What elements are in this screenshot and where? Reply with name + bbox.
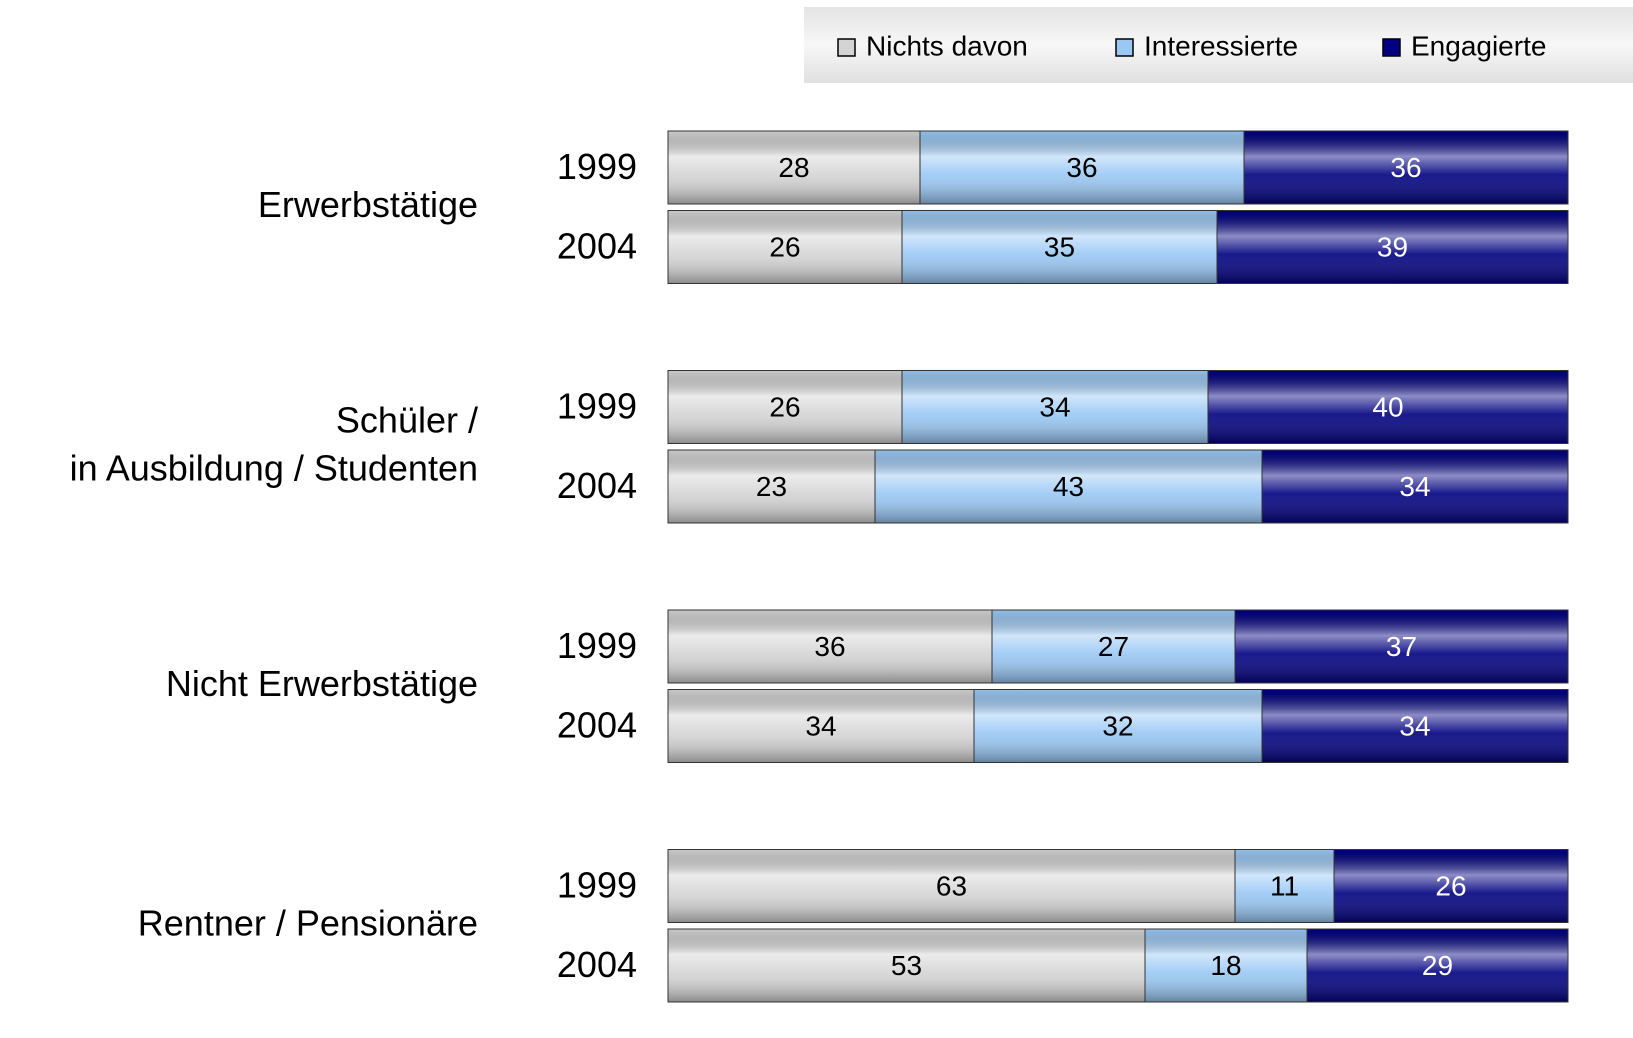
y-tick-label: 2004 bbox=[557, 944, 637, 985]
value-label: 26 bbox=[769, 391, 800, 422]
value-label: 27 bbox=[1098, 631, 1129, 662]
bar-shine bbox=[874, 449, 1263, 524]
value-label: 34 bbox=[1399, 710, 1430, 741]
bar-shine bbox=[991, 609, 1236, 684]
y-tick-label: 1999 bbox=[557, 865, 637, 906]
y-tick-label: 2004 bbox=[557, 465, 637, 506]
value-label: 34 bbox=[1039, 391, 1070, 422]
bar-shine bbox=[667, 130, 921, 205]
y-tick-label: 1999 bbox=[557, 386, 637, 427]
value-label: 29 bbox=[1422, 950, 1453, 981]
group-label: Schüler / bbox=[336, 399, 478, 440]
bar-shine bbox=[1243, 130, 1569, 205]
legend-swatch bbox=[837, 38, 856, 57]
group-label: Nicht Erwerbstätige bbox=[166, 663, 478, 704]
bar-shine bbox=[667, 609, 993, 684]
value-label: 23 bbox=[756, 471, 787, 502]
y-tick-label: 1999 bbox=[557, 625, 637, 666]
bar-shine bbox=[973, 689, 1263, 763]
bar-shine bbox=[667, 210, 903, 284]
y-tick-label: 2004 bbox=[557, 705, 637, 746]
value-label: 36 bbox=[1066, 152, 1097, 183]
value-label: 63 bbox=[936, 870, 967, 901]
y-tick-label: 1999 bbox=[557, 146, 637, 187]
legend-swatch bbox=[1382, 38, 1401, 57]
value-label: 26 bbox=[769, 231, 800, 262]
group-label: Erwerbstätige bbox=[258, 184, 478, 225]
value-label: 34 bbox=[805, 710, 836, 741]
bar-shine bbox=[1333, 849, 1569, 923]
bar-shine bbox=[1234, 609, 1569, 684]
value-label: 18 bbox=[1210, 950, 1241, 981]
bar-shine bbox=[667, 849, 1236, 923]
bar-shine bbox=[1306, 928, 1569, 1003]
value-label: 11 bbox=[1270, 870, 1299, 901]
value-label: 34 bbox=[1399, 471, 1430, 502]
bar-shine bbox=[1234, 849, 1335, 923]
value-label: 37 bbox=[1386, 631, 1417, 662]
value-label: 36 bbox=[814, 631, 845, 662]
value-label: 35 bbox=[1044, 231, 1075, 262]
value-label: 36 bbox=[1390, 152, 1421, 183]
bar-shine bbox=[901, 370, 1209, 444]
y-tick-label: 2004 bbox=[557, 226, 637, 267]
value-label: 28 bbox=[778, 152, 809, 183]
group-label: Rentner / Pensionäre bbox=[138, 902, 478, 943]
legend-label: Engagierte bbox=[1411, 30, 1546, 61]
legend-box bbox=[804, 7, 1633, 83]
bar-shine bbox=[1261, 449, 1569, 524]
value-label: 32 bbox=[1102, 710, 1133, 741]
value-label: 53 bbox=[891, 950, 922, 981]
bar-shine bbox=[919, 130, 1245, 205]
bar-shine bbox=[1207, 370, 1569, 444]
legend-label: Nichts davon bbox=[866, 30, 1028, 61]
value-label: 43 bbox=[1053, 471, 1084, 502]
value-label: 26 bbox=[1435, 870, 1466, 901]
bar-shine bbox=[1261, 689, 1569, 763]
legend-swatch bbox=[1115, 38, 1134, 57]
bar-shine bbox=[667, 449, 876, 524]
value-label: 40 bbox=[1372, 391, 1403, 422]
bar-shine bbox=[667, 928, 1146, 1003]
group-label: in Ausbildung / Studenten bbox=[70, 447, 478, 488]
bar-shine bbox=[667, 370, 903, 444]
value-label: 39 bbox=[1377, 231, 1408, 262]
legend-label: Interessierte bbox=[1144, 30, 1298, 61]
bar-shine bbox=[1216, 210, 1569, 284]
